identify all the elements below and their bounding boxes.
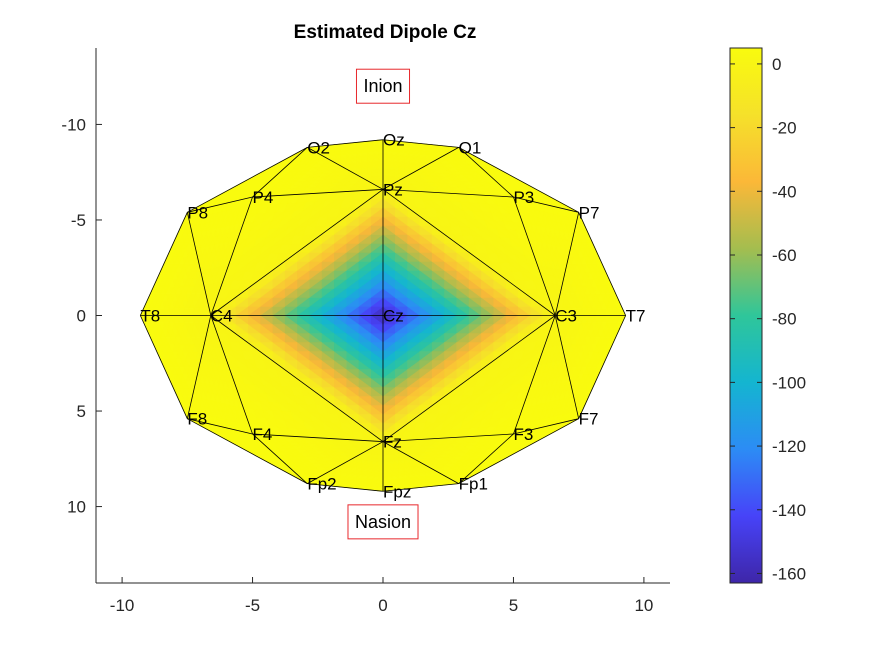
electrode-label-p3: P3 [513, 188, 534, 207]
y-tick-label: 5 [77, 402, 86, 421]
chart-title: Estimated Dipole Cz [294, 22, 477, 43]
colorbar-tick-label: -160 [772, 564, 806, 583]
electrode-label-fp1: Fp1 [459, 475, 488, 494]
y-tick-label: -10 [61, 115, 86, 134]
colorbar-tick-label: -140 [772, 501, 806, 520]
colorbar-gradient-bar [729, 47, 763, 584]
y-tick-label: 10 [67, 498, 86, 517]
electrode-label-p4: P4 [253, 188, 274, 207]
landmark-label-inion: Inion [363, 76, 402, 96]
colorbar-tick-label: -20 [772, 119, 797, 138]
landmark-inion: Inion [355, 68, 411, 104]
colorbar: 0 -20 -40 -60 -80 -100 -120 -140 -160 [729, 47, 806, 584]
electrode-label-o1: O1 [459, 138, 482, 157]
x-tick-label: -5 [245, 596, 260, 615]
electrode-label-cz: Cz [383, 307, 404, 326]
electrode-label-oz: Oz [383, 131, 405, 150]
electrode-label-fpz: Fpz [383, 482, 411, 501]
colorbar-tick-label: -80 [772, 310, 797, 329]
electrode-label-o2: O2 [307, 138, 330, 157]
y-tick-label: -5 [71, 211, 86, 230]
y-tick-label: 0 [77, 307, 86, 326]
plot-area: Cz Fz Pz C3 C4 T7 T8 F3 F4 P3 P4 F7 F8 P7 P8 Fp1 Fp2 Fpz O… [61, 48, 670, 615]
heatmap-fill [139, 139, 627, 492]
electrode-label-f8: F8 [187, 410, 207, 429]
landmark-label-nasion: Nasion [355, 512, 411, 532]
electrode-label-c4: C4 [211, 307, 233, 326]
electrode-label-f3: F3 [513, 425, 533, 444]
colorbar-tick-label: -60 [772, 246, 797, 265]
electrode-label-f7: F7 [579, 410, 599, 429]
electrode-labels: Cz Fz Pz C3 C4 T7 T8 F3 F4 P3 P4 F7 F8 P7 P8 Fp1 Fp2 Fpz O… [140, 131, 645, 502]
colorbar-tick-label: -120 [772, 437, 806, 456]
colorbar-tick-label: -40 [772, 182, 797, 201]
electrode-label-fz: Fz [383, 433, 402, 452]
electrode-label-c3: C3 [555, 307, 577, 326]
electrode-label-p7: P7 [579, 203, 600, 222]
electrode-label-p8: P8 [187, 203, 208, 222]
electrode-label-fp2: Fp2 [307, 475, 336, 494]
landmark-nasion: Nasion [347, 504, 419, 540]
electrode-label-t7: T7 [626, 307, 646, 326]
colorbar-tick-label: 0 [772, 55, 781, 74]
x-tick-label: 0 [378, 596, 387, 615]
electrode-label-f4: F4 [253, 425, 273, 444]
colorbar-tick-label: -100 [772, 373, 806, 392]
x-tick-label: 5 [509, 596, 518, 615]
x-tick-label: 10 [634, 596, 653, 615]
x-tick-label: -10 [110, 596, 135, 615]
electrode-label-t8: T8 [140, 307, 160, 326]
electrode-label-pz: Pz [383, 180, 403, 199]
